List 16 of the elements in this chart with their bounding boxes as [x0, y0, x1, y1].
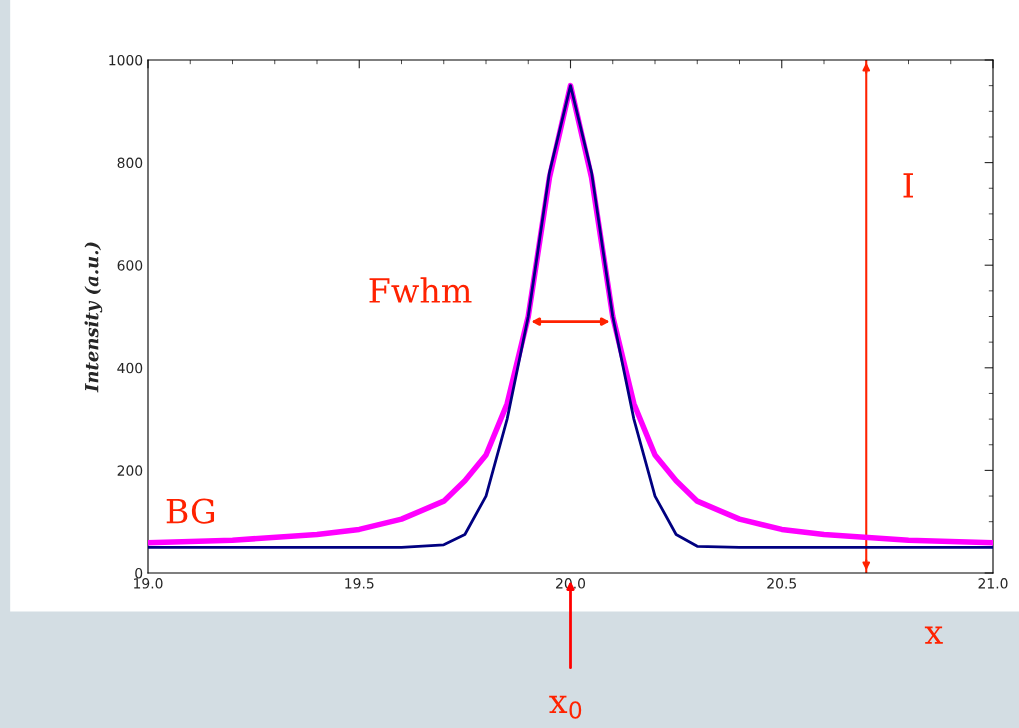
x-tick-label: 20.5 [767, 578, 796, 589]
x-tick-label: 19.5 [345, 578, 374, 589]
y-axis-title: Intensity (a.u.) [84, 242, 103, 393]
y-tick-label: 800 [117, 157, 143, 169]
y-tick-label: 400 [117, 362, 143, 374]
y-tick-label: 600 [117, 260, 143, 271]
text: x$_{0}$ [549, 695, 582, 719]
y-tick-label: 0 [135, 567, 143, 579]
y-tick-label: 1000 [109, 54, 143, 66]
x-tick-label: 21.0 [978, 578, 1008, 589]
x-tick-label: 19.0 [134, 578, 163, 589]
text: x [924, 626, 943, 644]
annotation: BG [166, 498, 215, 524]
ref-line-label: I [903, 173, 913, 198]
annotation: Fwhm [369, 277, 472, 303]
y-tick-label: 200 [117, 465, 143, 476]
